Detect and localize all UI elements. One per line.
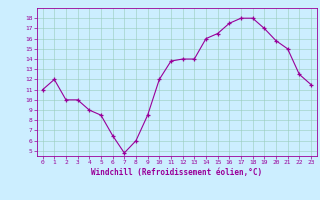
X-axis label: Windchill (Refroidissement éolien,°C): Windchill (Refroidissement éolien,°C) [91,168,262,177]
